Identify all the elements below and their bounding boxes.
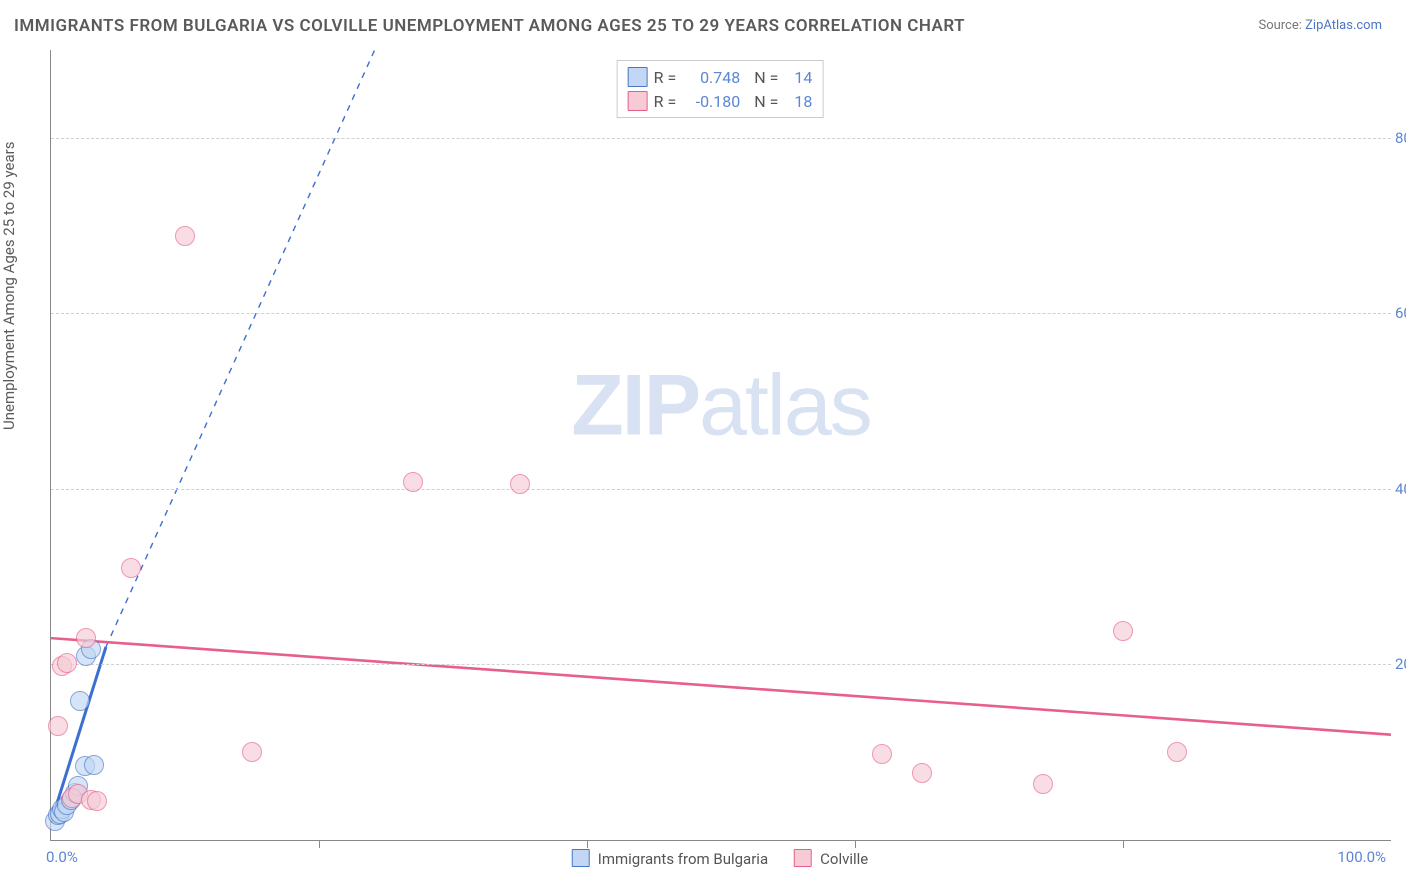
xtick-mark — [319, 840, 320, 848]
xtick-mark — [1123, 840, 1124, 848]
x-axis-max-label: 100.0% — [1337, 848, 1386, 866]
n-label: N = — [746, 92, 778, 111]
gridline-h — [51, 138, 1391, 139]
ytick-label: 80.0% — [1395, 129, 1406, 147]
plot-area: ZIPatlas 20.0%40.0%60.0%80.0% — [50, 50, 1391, 841]
legend-label: Colville — [820, 850, 868, 868]
ytick-label: 20.0% — [1395, 655, 1406, 673]
scatter-point — [87, 791, 107, 811]
y-axis-label: Unemployment Among Ages 25 to 29 years — [0, 142, 18, 430]
ytick-label: 40.0% — [1395, 480, 1406, 498]
scatter-point — [872, 744, 892, 764]
chart-area: ZIPatlas 20.0%40.0%60.0%80.0% 0.0% 100.0… — [50, 50, 1390, 840]
legend-stat-row: R = -0.180 N = 18 — [628, 89, 813, 113]
ytick-label: 60.0% — [1395, 304, 1406, 322]
source-link[interactable]: ZipAtlas.com — [1305, 18, 1382, 33]
legend-swatch — [628, 91, 648, 111]
watermark-bold: ZIP — [571, 357, 699, 453]
legend-swatch — [794, 849, 812, 867]
watermark: ZIPatlas — [571, 356, 870, 455]
trend-line — [51, 638, 1391, 735]
legend-item: Colville — [794, 849, 868, 868]
r-label: R = — [654, 92, 677, 111]
xtick-mark — [855, 840, 856, 848]
scatter-point — [403, 472, 423, 492]
legend-label: Immigrants from Bulgaria — [598, 850, 768, 868]
scatter-point — [70, 691, 90, 711]
scatter-point — [510, 474, 530, 494]
r-label: R = — [654, 68, 677, 87]
scatter-point — [242, 742, 262, 762]
watermark-light: atlas — [699, 357, 871, 453]
gridline-h — [51, 664, 1391, 665]
legend-bottom: Immigrants from Bulgaria Colville — [572, 849, 869, 868]
gridline-h — [51, 313, 1391, 314]
source-attribution: Source: ZipAtlas.com — [1258, 18, 1382, 33]
chart-container: IMMIGRANTS FROM BULGARIA VS COLVILLE UNE… — [0, 0, 1406, 892]
scatter-point — [84, 755, 104, 775]
n-value: 14 — [784, 68, 812, 87]
n-value: 18 — [784, 92, 812, 111]
scatter-point — [1167, 742, 1187, 762]
trend-lines-layer — [51, 50, 1391, 840]
scatter-point — [121, 558, 141, 578]
scatter-point — [48, 716, 68, 736]
trend-line-dashed — [106, 50, 375, 647]
r-value: -0.180 — [682, 92, 740, 111]
scatter-point — [76, 628, 96, 648]
x-axis-min-label: 0.0% — [46, 848, 78, 866]
scatter-point — [912, 763, 932, 783]
chart-title: IMMIGRANTS FROM BULGARIA VS COLVILLE UNE… — [14, 16, 965, 36]
legend-swatch — [572, 849, 590, 867]
scatter-point — [57, 653, 77, 673]
legend-stat-row: R = 0.748 N = 14 — [628, 65, 813, 89]
legend-item: Immigrants from Bulgaria — [572, 849, 768, 868]
r-value: 0.748 — [682, 68, 740, 87]
scatter-point — [175, 226, 195, 246]
xtick-mark — [587, 840, 588, 848]
n-label: N = — [746, 68, 778, 87]
gridline-h — [51, 489, 1391, 490]
legend-swatch — [628, 67, 648, 87]
scatter-point — [1033, 774, 1053, 794]
source-prefix: Source: — [1258, 18, 1305, 33]
legend-top-stats: R = 0.748 N = 14 R = -0.180 N = 18 — [617, 60, 824, 118]
scatter-point — [1113, 621, 1133, 641]
